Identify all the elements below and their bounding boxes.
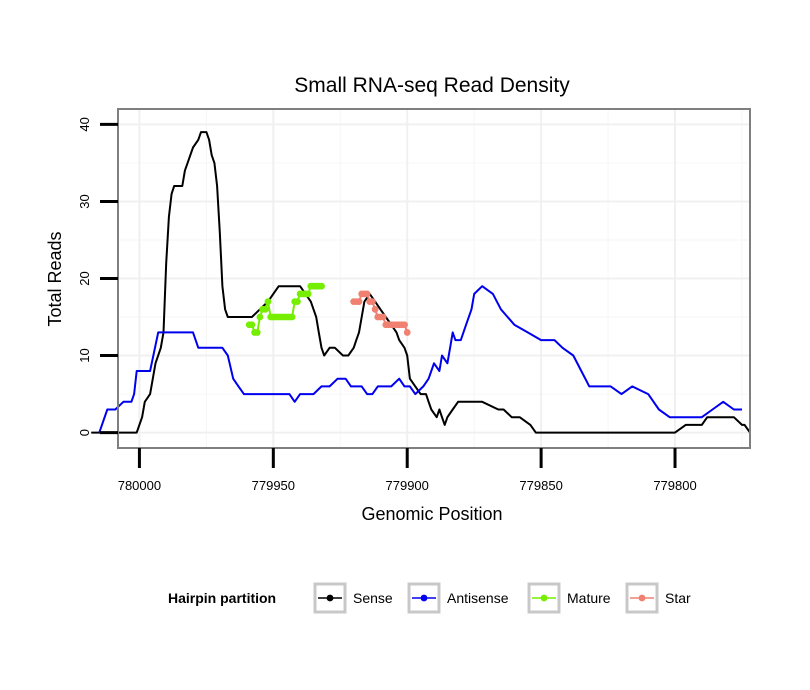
series-layer — [91, 131, 751, 434]
y-tick-label: 30 — [77, 194, 92, 208]
mature-point — [256, 313, 264, 321]
y-tick-label: 10 — [77, 348, 92, 362]
star-point — [363, 290, 371, 298]
legend-key-point-star — [638, 594, 646, 602]
sense-series-line — [91, 131, 751, 434]
x-tick-label: 779900 — [386, 478, 429, 493]
mature-point — [261, 305, 269, 313]
legend-key-point-antisense — [420, 594, 428, 602]
star-point — [371, 305, 379, 313]
legend-label-star: Star — [665, 590, 691, 606]
y-axis-title: Total Reads — [45, 231, 65, 326]
legend-key-point-sense — [326, 594, 334, 602]
legend-label-sense: Sense — [353, 590, 393, 606]
mature-point — [248, 321, 256, 329]
y-tick-label: 0 — [77, 429, 92, 436]
mature-point — [318, 282, 325, 290]
star-point — [379, 313, 387, 321]
legend-label-mature: Mature — [567, 590, 611, 606]
x-tick-label: 779850 — [519, 478, 562, 493]
y-tick-label: 40 — [77, 117, 92, 131]
antisense-series-line — [98, 285, 742, 433]
y-axis: 0 10 20 30 40 — [77, 117, 118, 436]
legend-key-point-mature — [540, 594, 548, 602]
star-point — [403, 329, 411, 336]
x-axis-title: Genomic Position — [361, 504, 502, 524]
star-point — [369, 298, 376, 306]
major-grid — [118, 109, 750, 448]
chart-title: Small RNA-seq Read Density — [294, 74, 570, 97]
star-point — [401, 321, 408, 329]
legend: Hairpin partition Sense Antisense Mature St… — [168, 582, 691, 614]
x-axis: 780000 779950 779900 779850 779800 — [118, 448, 697, 493]
star-point — [355, 298, 363, 306]
x-tick-label: 780000 — [118, 478, 161, 493]
mature-point — [264, 298, 272, 306]
mature-point — [253, 329, 261, 336]
mature-point — [294, 298, 301, 306]
mature-point — [304, 290, 312, 298]
mature-point — [288, 313, 296, 321]
legend-title: Hairpin partition — [168, 590, 276, 606]
x-tick-label: 779800 — [653, 478, 696, 493]
x-tick-label: 779950 — [252, 478, 295, 493]
y-tick-label: 20 — [77, 271, 92, 285]
legend-label-antisense: Antisense — [447, 590, 509, 606]
